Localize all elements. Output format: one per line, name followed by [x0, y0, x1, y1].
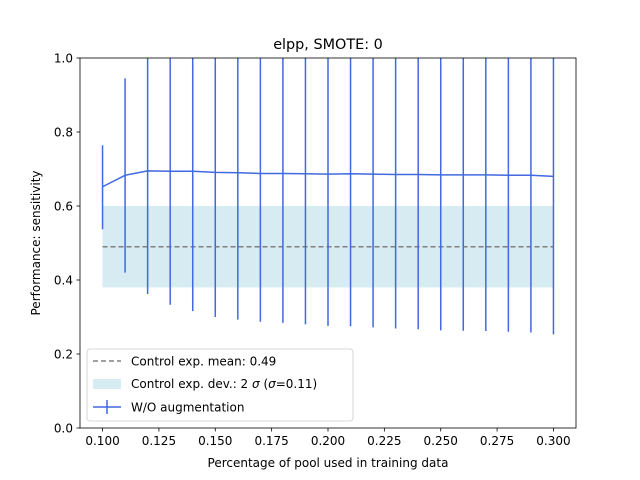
y-axis: 0.0 0.2 0.4 0.6 0.8 1.0: [54, 51, 80, 435]
legend: Control exp. mean: 0.49 Control exp. dev…: [86, 348, 354, 422]
x-tick-label: 0.150: [198, 434, 232, 448]
x-tick-label: 0.200: [311, 434, 345, 448]
x-tick-label: 0.175: [254, 434, 288, 448]
legend-band-label: Control exp. dev.: 2 σ (σ=0.11): [131, 377, 317, 391]
y-tick-label: 0.2: [54, 347, 73, 361]
x-tick-label: 0.125: [142, 434, 176, 448]
y-tick-label: 1.0: [54, 51, 73, 65]
legend-frame: [86, 348, 354, 422]
series-layer: [101, 58, 555, 335]
x-tick-label: 0.275: [480, 434, 514, 448]
y-axis-label: Performance: sensitivity: [29, 170, 43, 315]
y-tick-label: 0.6: [54, 199, 73, 213]
x-axis-label: Percentage of pool used in training data: [208, 456, 449, 470]
y-tick-label: 0.4: [54, 273, 73, 287]
x-tick-label: 0.225: [367, 434, 401, 448]
legend-series-label: W/O augmentation: [131, 401, 244, 415]
y-tick-label: 0.0: [54, 421, 73, 435]
chart-title: elpp, SMOTE: 0: [273, 37, 383, 53]
legend-mean-label: Control exp. mean: 0.49: [131, 355, 276, 369]
y-tick-label: 0.8: [54, 125, 73, 139]
x-axis: 0.100 0.125 0.150 0.175 0.200 0.225 0.250 0.275…: [85, 428, 571, 448]
x-tick-label: 0.100: [85, 434, 119, 448]
series-0-line: [102, 170, 554, 188]
legend-band-swatch: [93, 379, 121, 389]
x-tick-label: 0.300: [536, 434, 570, 448]
x-tick-label: 0.250: [424, 434, 458, 448]
